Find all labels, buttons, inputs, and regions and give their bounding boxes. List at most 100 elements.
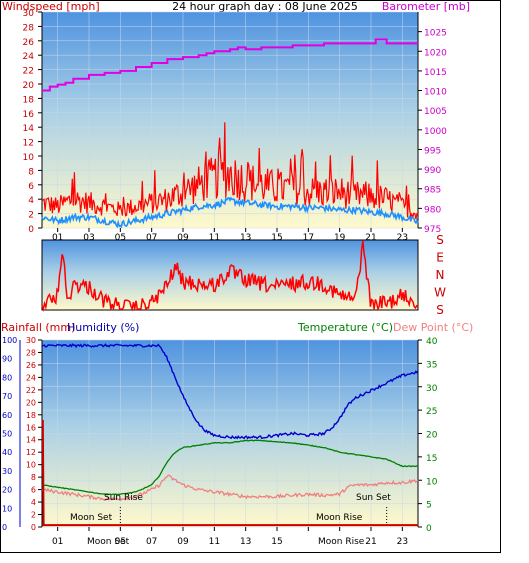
temperature-tick-label: 35 (426, 360, 437, 370)
direction-label: W (434, 286, 446, 300)
windspeed-tick-label: 8 (28, 167, 34, 177)
temperature-panel-series (41, 343, 419, 527)
hour-tick-label: 15 (271, 233, 282, 243)
temperature-tick-label: 25 (426, 407, 437, 417)
wind-panel-series (41, 38, 419, 229)
barometer-tick-label: 1005 (424, 107, 447, 117)
temperature-tick-label: 15 (426, 454, 437, 464)
hour-tick-label: 21 (365, 233, 376, 243)
temperature-tick-label: 30 (426, 384, 438, 394)
temperature-line (41, 439, 419, 496)
temperature-tick-label: 5 (426, 501, 432, 511)
dew-point-line (41, 474, 419, 502)
astro-markers (119, 507, 388, 527)
rainfall-line (41, 420, 418, 527)
direction-label: S (436, 303, 444, 317)
rainfall-axis-title: Rainfall (mm) (1, 321, 75, 334)
windspeed-tick-label: 26 (23, 38, 35, 48)
direction-label: E (436, 251, 444, 265)
rainfall-tick-label: 0 (31, 523, 36, 532)
hour-tick-label: 13 (240, 537, 251, 547)
rainfall-tick-label: 6 (31, 486, 36, 495)
temperature-axis: 0 5 10 15 20 25 30 35 40 (418, 337, 438, 534)
humidity-tick-label: 10 (2, 504, 12, 513)
hour-tick-label: 11 (209, 537, 220, 547)
hour-tick-label: 07 (146, 537, 157, 547)
rainfall-tick-label: 2 (31, 511, 36, 520)
rainfall-tick-label: 18 (26, 411, 36, 420)
humidity-axis-title: Humidity (%) (67, 321, 139, 334)
rainfall-tick-label: 22 (26, 386, 36, 395)
humidity-tick-label: 90 (2, 355, 12, 364)
hour-tick-label: 07 (146, 233, 157, 243)
hour-tick-label: 23 (397, 233, 408, 243)
hour-tick-label: 09 (177, 537, 189, 547)
humidity-line (41, 343, 419, 440)
rainfall-tick-label: 20 (26, 398, 36, 407)
rainfall-tick-label: 16 (26, 423, 36, 432)
direction-label: S (436, 233, 444, 247)
moon-rise-annotation: Moon Rise (316, 513, 363, 523)
humidity-tick-label: 50 (2, 430, 12, 439)
rainfall-tick-label: 14 (26, 436, 36, 445)
rainfall-tick-label: 24 (26, 373, 36, 382)
hour-tick-label: 17 (303, 233, 314, 243)
hour-tick-label: 03 (83, 233, 94, 243)
hour-tick-label: 13 (240, 233, 251, 243)
temperature-panel-hour-axis: 01 05 07 09 11 13 15 21 23 (52, 527, 408, 547)
sun-set-annotation: Sun Set (356, 493, 391, 503)
windspeed-tick-label: 24 (23, 52, 35, 62)
hour-tick-label: 19 (334, 233, 346, 243)
windspeed-tick-label: 4 (28, 196, 34, 206)
hour-tick-label: 09 (177, 233, 189, 243)
humidity-axis: 0 10 20 30 40 50 60 70 80 90 100 (2, 336, 21, 532)
hour-tick-label: 21 (365, 537, 376, 547)
windspeed-tick-label: 28 (23, 23, 35, 33)
windspeed-tick-label: 12 (23, 139, 34, 149)
barometer-tick-label: 1015 (424, 68, 447, 78)
hour-tick-label: 15 (271, 537, 282, 547)
barometer-tick-label: 1010 (424, 88, 447, 98)
rainfall-tick-label: 30 (26, 336, 36, 345)
barometer-line (42, 38, 418, 92)
barometer-tick-label: 1020 (424, 48, 447, 58)
windspeed-tick-label: 2 (28, 211, 34, 221)
temperature-tick-label: 10 (426, 477, 438, 487)
rainfall-tick-label: 28 (26, 348, 36, 357)
rainfall-tick-label: 10 (26, 461, 36, 470)
humidity-tick-label: 100 (2, 336, 17, 345)
windspeed-tick-label: 16 (23, 110, 35, 120)
hour-tick-label: 23 (397, 537, 408, 547)
barometer-tick-label: 1025 (424, 29, 447, 39)
moon-set-annotation: Moon Set (70, 513, 113, 523)
hour-tick-label: 05 (115, 233, 126, 243)
rainfall-tick-label: 8 (31, 473, 36, 482)
barometer-tick-label: 975 (424, 225, 441, 235)
windspeed-tick-label: 18 (23, 95, 35, 105)
humidity-tick-label: 40 (2, 448, 12, 457)
temperature-tick-label: 40 (426, 337, 438, 347)
wind-direction-line (41, 240, 419, 312)
hour-tick-label: 01 (52, 537, 63, 547)
windspeed-axis-title: Windspeed [mph] (2, 0, 100, 13)
humidity-tick-label: 80 (2, 373, 12, 382)
temperature-tick-label: 20 (426, 431, 438, 441)
wind-panel-hour-axis: 01 03 05 07 09 11 13 15 17 19 21 23 (52, 228, 408, 243)
humidity-tick-label: 70 (2, 392, 12, 401)
temperature-axis-title: Temperature (°C) (297, 321, 393, 334)
windspeed-tick-label: 30 (23, 9, 35, 19)
hour-tick-label: 05 (115, 537, 126, 547)
windspeed-tick-label: 0 (28, 225, 34, 235)
rainfall-tick-label: 12 (26, 448, 36, 457)
wind-gust-line (41, 122, 419, 220)
barometer-axis-title: Barometer [mb] (382, 0, 470, 13)
direction-label: N (436, 268, 445, 282)
hour-tick-label: 11 (209, 233, 220, 243)
temperature-tick-label: 0 (426, 524, 432, 534)
barometer-tick-label: 990 (424, 166, 441, 176)
windspeed-tick-label: 14 (23, 124, 35, 134)
barometer-axis: 975 980 985 990 995 1000 1005 1010 1015 1020 1025 (418, 29, 447, 235)
